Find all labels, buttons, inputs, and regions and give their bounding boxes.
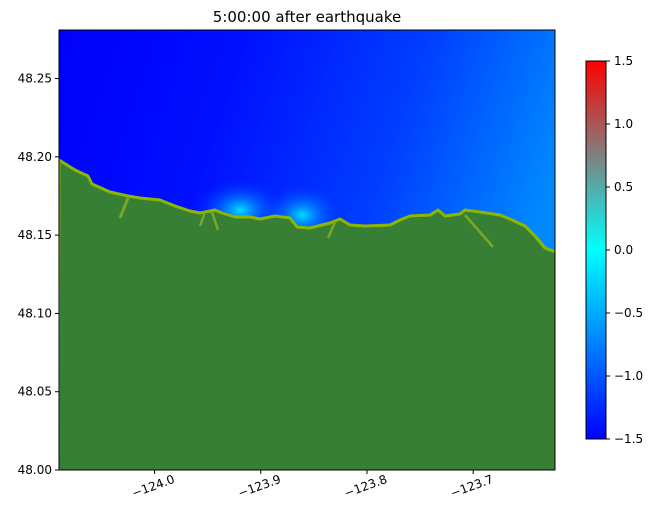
x-tick-label: −123.8 (342, 472, 389, 500)
colorbar-tick-label: 0.5 (614, 180, 633, 194)
y-tick-label: 48.05 (18, 385, 52, 399)
colorbar-axis: −1.5 −1.0 −0.5 0.0 0.5 1.0 1.5 (606, 54, 643, 446)
y-axis: 48.00 48.05 48.10 48.15 48.20 48.25 (18, 72, 59, 477)
river (198, 211, 220, 231)
colorbar-tick-label: −0.5 (614, 306, 643, 320)
colorbar-tick-label: 1.0 (614, 117, 633, 131)
y-tick-label: 48.25 (18, 72, 52, 86)
x-axis: −124.0 −123.9 −123.8 −123.7 (130, 470, 495, 500)
plot-area (59, 30, 555, 470)
river (464, 214, 494, 248)
x-tick-label: −123.9 (236, 472, 283, 500)
y-tick-label: 48.00 (18, 463, 52, 477)
colorbar-tick-label: −1.0 (614, 369, 643, 383)
x-tick-label: −123.7 (449, 472, 496, 500)
river (118, 197, 130, 219)
y-tick-label: 48.20 (18, 150, 52, 164)
colorbar-tick-label: 1.5 (614, 54, 633, 68)
x-tick-label: −124.0 (130, 472, 177, 500)
colorbar-tick-label: 0.0 (614, 243, 633, 257)
colorbar-tick-label: −1.5 (614, 432, 643, 446)
y-tick-label: 48.10 (18, 306, 52, 320)
chart-title: 5:00:00 after earthquake (213, 8, 401, 26)
colorbar (585, 60, 607, 440)
land-mass (59, 158, 555, 470)
y-tick-label: 48.15 (18, 228, 52, 242)
river (326, 221, 337, 239)
plot-frame (58, 29, 556, 471)
